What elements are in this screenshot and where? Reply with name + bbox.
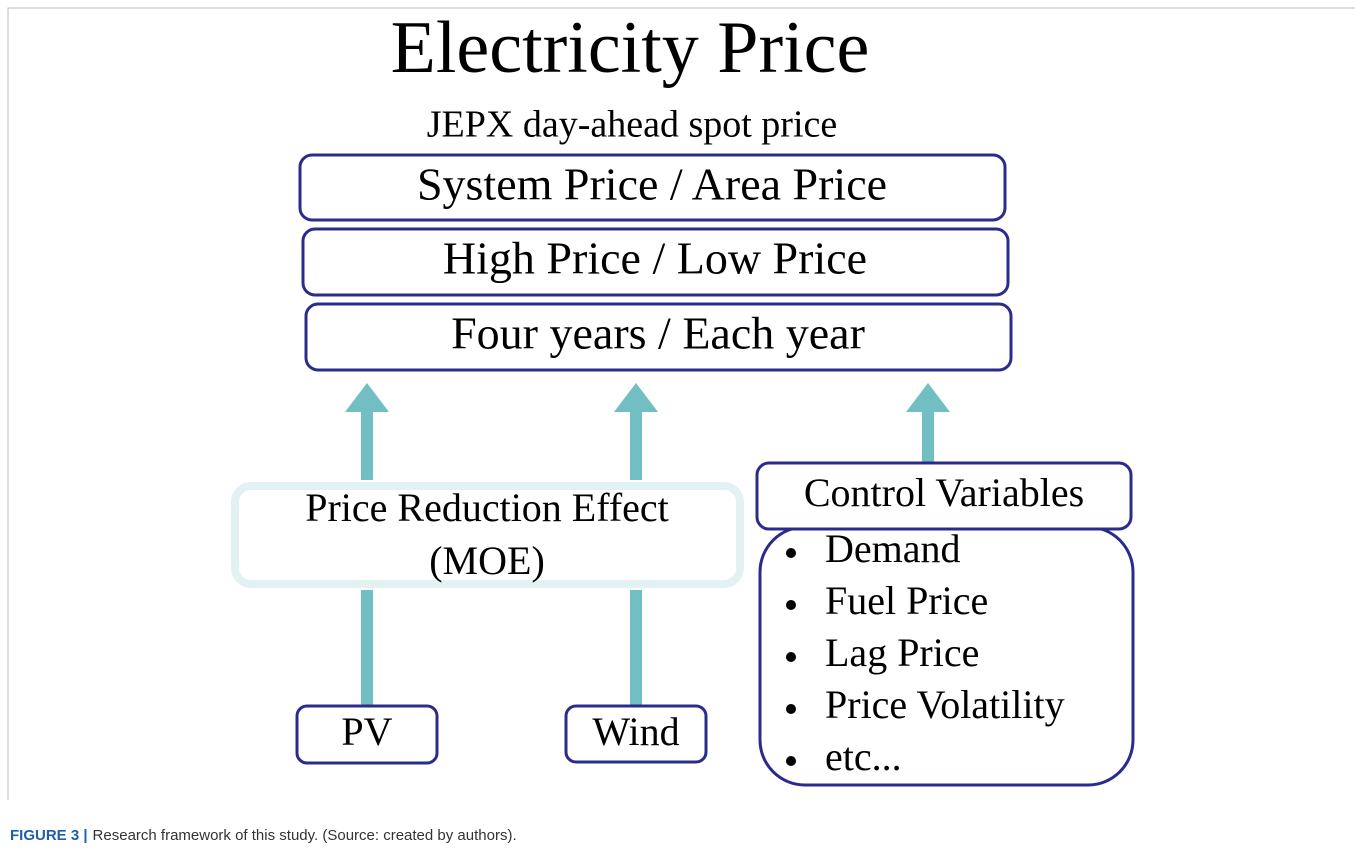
bullet xyxy=(786,652,796,662)
control-title: Control Variables xyxy=(804,470,1084,515)
price-box xyxy=(301,227,1010,297)
input-label: PV xyxy=(341,709,392,754)
price-box-label: System Price / Area Price xyxy=(417,159,887,210)
input-label: Wind xyxy=(592,709,679,754)
price-box xyxy=(304,302,1013,372)
input-box xyxy=(295,704,439,765)
effect-label: (MOE) xyxy=(429,538,545,583)
arrow xyxy=(345,383,389,480)
arrow-shaft xyxy=(361,590,373,706)
bullet xyxy=(786,756,796,766)
bullet xyxy=(786,548,796,558)
title: Electricity Price xyxy=(391,7,870,89)
control-item: Lag Price xyxy=(825,630,979,675)
effect-box xyxy=(231,482,744,588)
figure-border xyxy=(7,7,1355,800)
bullet xyxy=(786,704,796,714)
input-box xyxy=(564,704,708,764)
arrow-shaft xyxy=(630,590,642,706)
bullet xyxy=(786,600,796,610)
price-box-label: High Price / Low Price xyxy=(443,233,867,284)
control-item: Price Volatility xyxy=(825,682,1065,727)
caption-label: FIGURE 3 | xyxy=(10,827,88,844)
caption: FIGURE 3 | Research framework of this stu… xyxy=(10,827,517,844)
control-item: Fuel Price xyxy=(825,578,988,623)
subtitle: JEPX day-ahead spot price xyxy=(427,104,838,146)
control-items: Demand Fuel Price Lag Price Price Volatilit… xyxy=(786,526,1065,779)
effect-label: Price Reduction Effect xyxy=(305,485,669,530)
price-box-label: Four years / Each year xyxy=(451,308,865,359)
arrow xyxy=(906,383,950,462)
control-item: Demand xyxy=(825,526,961,571)
price-box xyxy=(298,153,1007,222)
arrow xyxy=(614,383,658,480)
arrows xyxy=(345,383,950,706)
control-box xyxy=(755,461,1133,531)
control-item: etc... xyxy=(825,734,902,779)
caption-text: Research framework of this study. (Sourc… xyxy=(93,827,517,844)
